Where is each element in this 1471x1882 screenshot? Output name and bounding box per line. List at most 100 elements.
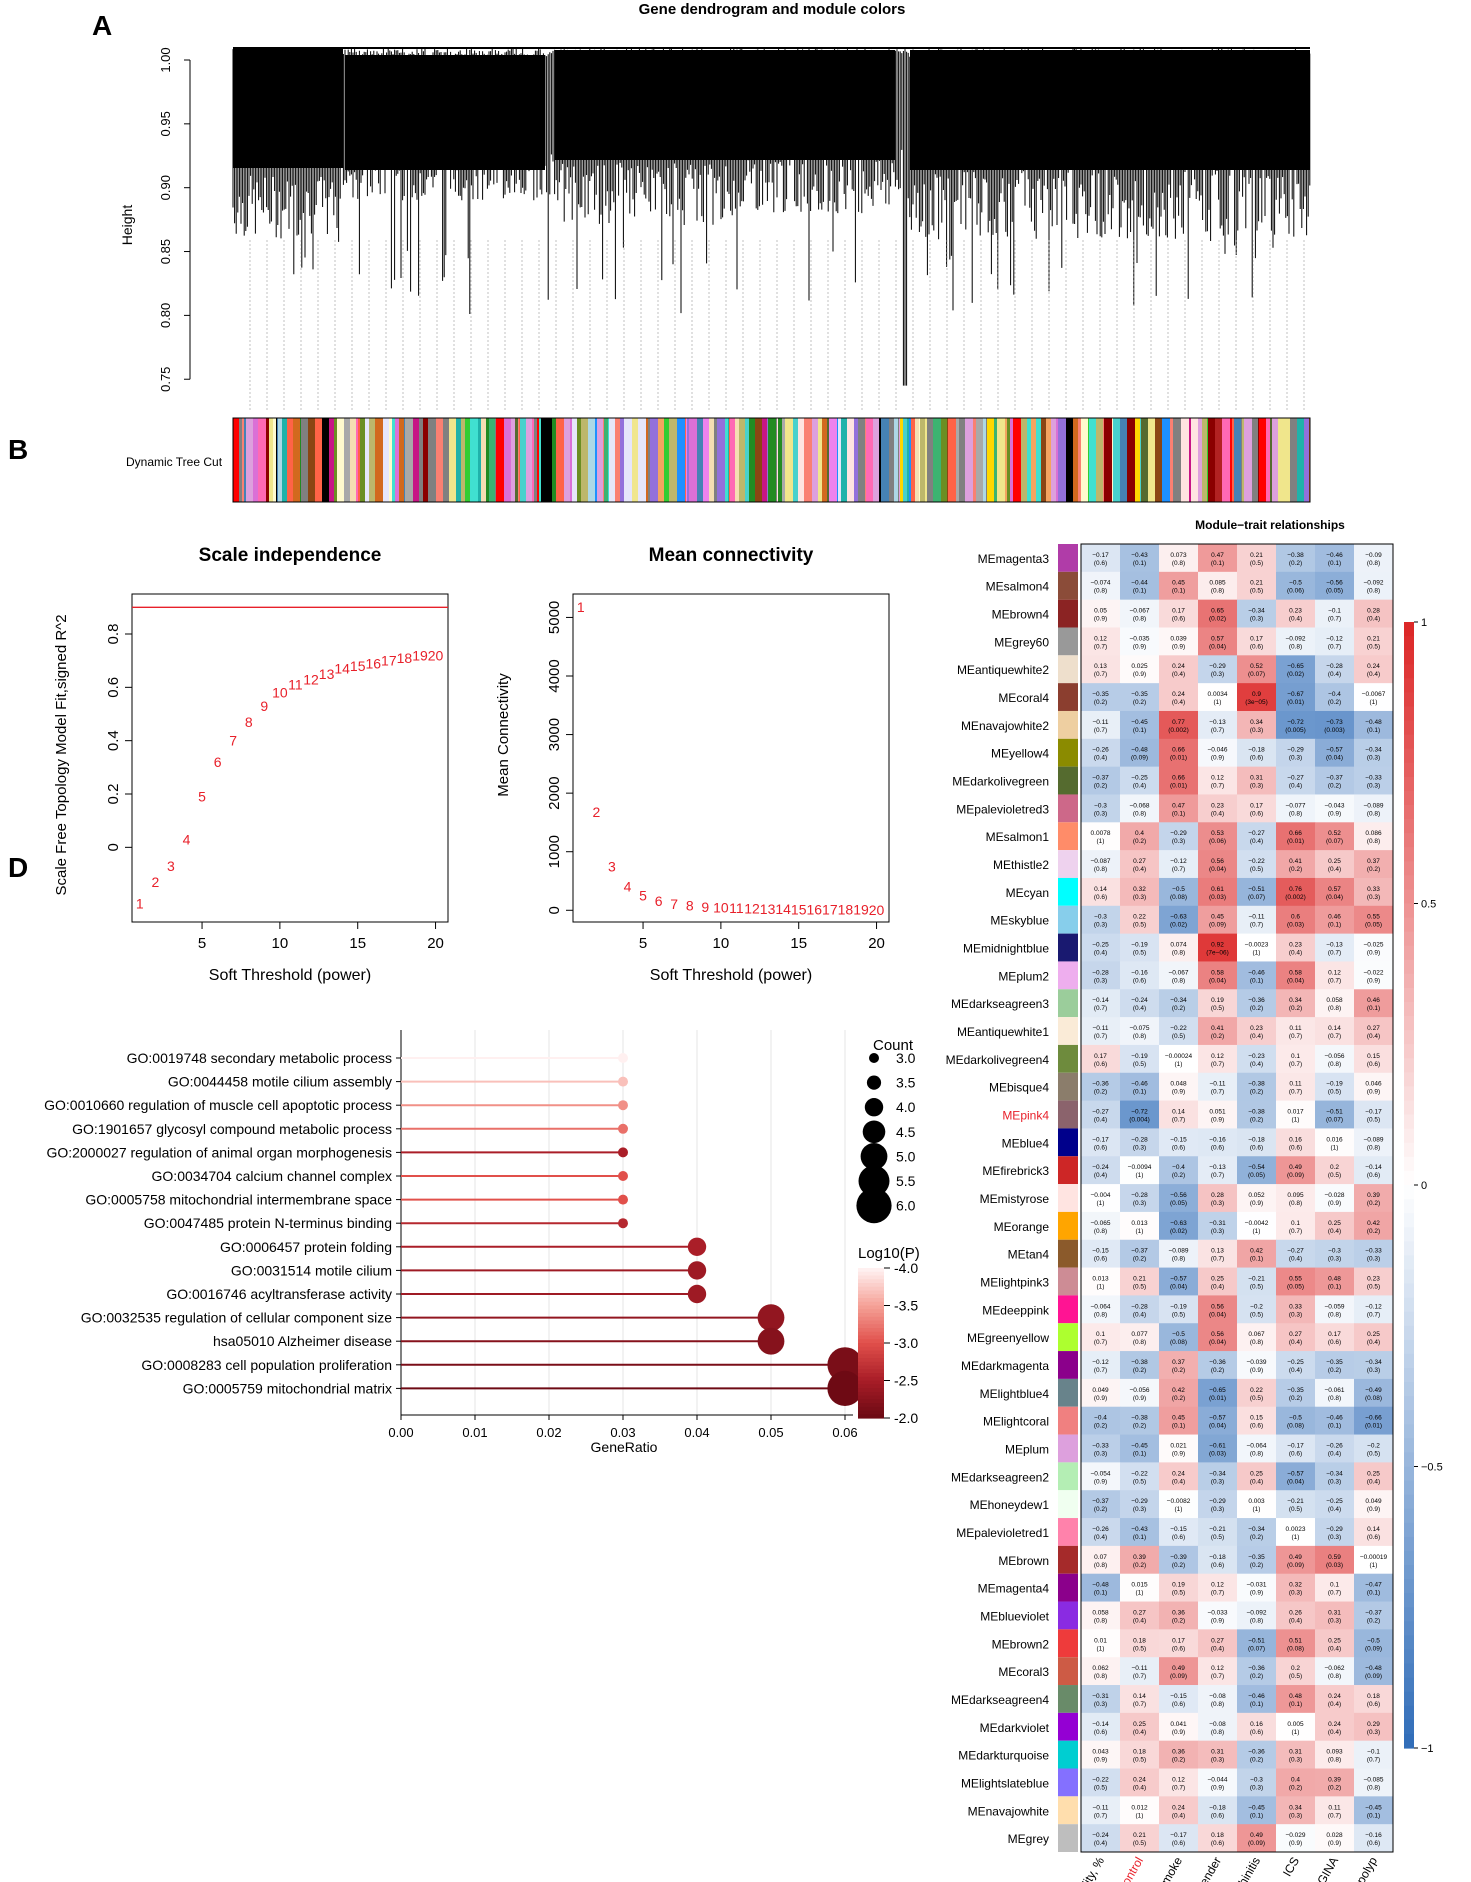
heatmap-cell [1276, 1017, 1316, 1046]
heatmap-cell [1315, 850, 1355, 879]
heatmap-cell-value: 0.28 [1367, 608, 1380, 615]
heatmap-cell-value: 0.22 [1133, 914, 1146, 921]
heatmap-cell-value: 0.17 [1250, 635, 1263, 642]
heatmap-cell-value: 0.46 [1367, 997, 1380, 1004]
mean-connectivity-x-tick-label: 20 [868, 935, 885, 952]
heatmap-cell-value: −0.5 [1172, 886, 1185, 893]
module-color-stripe [1173, 418, 1181, 502]
module-swatch [1058, 850, 1078, 878]
log10p-legend-label: -3.0 [894, 1335, 918, 1351]
heatmap-cell [1198, 794, 1238, 823]
heatmap-cell-pvalue: (0.7) [1094, 727, 1107, 734]
module-label: MElightslateblue [961, 1776, 1049, 1790]
heatmap-cell-pvalue: (0.8) [1172, 950, 1185, 957]
heatmap-cell-pvalue: (0.6) [1250, 1729, 1263, 1736]
go-x-tick-label: 0.01 [462, 1425, 487, 1440]
heatmap-cell-pvalue: (0.03) [1287, 922, 1304, 929]
heatmap-cell-value: 0.11 [1289, 1025, 1302, 1032]
heatmap-cell-value: −0.19 [1131, 942, 1148, 949]
mean-connectivity-point: 4 [624, 878, 632, 894]
heatmap-cell-pvalue: (1) [1175, 1506, 1183, 1513]
heatmap-cell [1237, 1518, 1277, 1547]
heatmap-cell [1159, 1518, 1199, 1547]
heatmap-cell [1198, 1685, 1238, 1714]
heatmap-cell [1081, 683, 1121, 712]
dendrogram-y-tick-label: 0.95 [158, 111, 173, 136]
heatmap-cell-pvalue: (0.9) [1133, 1395, 1146, 1402]
heatmap-cell-value: −0.38 [1131, 1415, 1148, 1422]
heatmap-cell [1120, 1462, 1160, 1491]
module-color-stripe [1208, 418, 1215, 502]
heatmap-cell-value: 0.39 [1367, 1192, 1380, 1199]
heatmap-cell-pvalue: (0.1) [1172, 810, 1185, 817]
colorbar-swatch [1404, 1044, 1414, 1059]
module-color-stripe [1270, 418, 1272, 502]
heatmap-cell-value: 0.062 [1092, 1665, 1109, 1672]
heatmap-cell-value: −0.028 [1324, 1192, 1344, 1199]
log10p-legend-swatch [858, 1384, 884, 1389]
heatmap-cell-value: −0.15 [1170, 1136, 1187, 1143]
heatmap-cell-value: 0.24 [1172, 691, 1185, 698]
heatmap-cell-value: 0.53 [1211, 830, 1224, 837]
heatmap-cell-value: 0.23 [1367, 1275, 1380, 1282]
module-color-stripe [504, 418, 511, 502]
module-color-stripe [301, 418, 308, 502]
module-color-stripe [1066, 418, 1073, 502]
heatmap-cell [1315, 1239, 1355, 1268]
trait-label: ICS [1280, 1855, 1302, 1879]
heatmap-cell-pvalue: (0.8) [1172, 1256, 1185, 1263]
module-color-stripe [1058, 418, 1066, 502]
heatmap-cell-pvalue: (0.3) [1211, 1200, 1224, 1207]
heatmap-cell-pvalue: (1) [1175, 1061, 1183, 1068]
heatmap-cell-pvalue: (0.7) [1211, 727, 1224, 734]
heatmap-cell-pvalue: (0.9) [1250, 1367, 1263, 1374]
heatmap-cell-value: 0.57 [1328, 886, 1341, 893]
go-term-label: GO:0006457 protein folding [220, 1239, 392, 1255]
log10p-legend-swatch [858, 1403, 884, 1408]
heatmap-cell [1315, 1824, 1355, 1853]
heatmap-cell [1081, 1712, 1121, 1742]
heatmap-cell-value: 0.12 [1094, 635, 1107, 642]
heatmap-cell [1276, 1824, 1316, 1853]
heatmap-cell [1276, 1601, 1316, 1630]
module-color-stripe [276, 418, 277, 502]
module-swatch [1058, 1406, 1078, 1435]
heatmap-cell-pvalue: (0.7) [1367, 1757, 1380, 1764]
heatmap-cell [1159, 1657, 1199, 1686]
module-color-stripe [920, 418, 925, 502]
heatmap-cell [1276, 1740, 1316, 1769]
module-swatch [1058, 1211, 1078, 1240]
module-color-stripe [677, 418, 685, 502]
heatmap-cell-pvalue: (0.1) [1328, 1423, 1341, 1430]
heatmap-cell-value: −0.3 [1094, 802, 1107, 809]
heatmap-cell [1198, 1657, 1238, 1686]
heatmap-cell [1237, 794, 1277, 823]
heatmap-cell-pvalue: (0.4) [1094, 1117, 1107, 1124]
heatmap-cell [1276, 1267, 1316, 1296]
heatmap-cell-pvalue: (0.5) [1328, 1089, 1341, 1096]
heatmap-cell-value: 0.1 [1330, 1582, 1339, 1589]
heatmap-cell [1081, 1128, 1121, 1157]
heatmap-cell-value: −0.33 [1365, 1248, 1382, 1255]
heatmap-cell-pvalue: (0.01) [1170, 755, 1187, 762]
heatmap-cell [1198, 1351, 1238, 1380]
heatmap-cell-pvalue: (0.1) [1133, 588, 1146, 595]
module-label: MEyellow4 [991, 747, 1049, 761]
heatmap-cell-pvalue: (1) [1292, 1534, 1300, 1541]
heatmap-cell [1315, 1156, 1355, 1185]
heatmap-cell [1081, 738, 1121, 768]
heatmap-cell [1081, 1434, 1121, 1463]
mean-connectivity-y-tick-label: 5000 [546, 601, 563, 634]
heatmap-cell-value: 0.31 [1328, 1609, 1341, 1616]
module-color-stripe [728, 418, 729, 502]
heatmap-cell-value: −0.18 [1209, 1804, 1226, 1811]
heatmap-cell-pvalue: (0.4) [1250, 1033, 1263, 1040]
module-label: MEdarkturquoise [958, 1749, 1049, 1763]
heatmap-cell-value: 0.47 [1211, 552, 1224, 559]
count-legend-dot [856, 1188, 892, 1224]
go-term-label: GO:0016746 acyltransferase activity [166, 1286, 392, 1302]
colorbar-swatch [1404, 987, 1414, 1003]
heatmap-cell-value: 0.14 [1328, 1025, 1341, 1032]
heatmap-cell-pvalue: (0.9) [1367, 1089, 1380, 1096]
heatmap-cell-value: −0.38 [1131, 1359, 1148, 1366]
